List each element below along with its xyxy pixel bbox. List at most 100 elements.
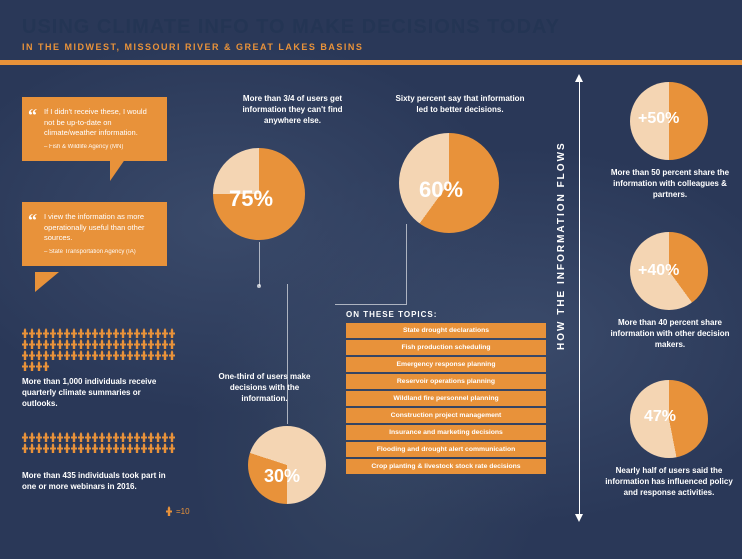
person-icon bbox=[127, 328, 133, 338]
person-icon bbox=[78, 443, 84, 453]
person-icon bbox=[71, 328, 77, 338]
icon-legend: =10 bbox=[166, 506, 190, 516]
person-icon bbox=[92, 328, 98, 338]
person-icon bbox=[29, 328, 35, 338]
quote-mark-icon: “ bbox=[28, 208, 37, 233]
person-icon bbox=[113, 339, 119, 349]
person-icon bbox=[169, 339, 175, 349]
person-icon bbox=[141, 432, 147, 442]
leader-line bbox=[406, 224, 407, 304]
speech-tail-icon bbox=[110, 155, 128, 181]
person-icon bbox=[106, 443, 112, 453]
person-icon bbox=[169, 328, 175, 338]
person-icon bbox=[169, 443, 175, 453]
person-icon bbox=[57, 432, 63, 442]
person-icon bbox=[127, 443, 133, 453]
person-icon bbox=[71, 432, 77, 442]
person-icon bbox=[85, 432, 91, 442]
person-icon bbox=[78, 328, 84, 338]
person-icon bbox=[169, 432, 175, 442]
person-icon bbox=[22, 432, 28, 442]
quote-text: If I didn't receive these, I would not b… bbox=[44, 107, 155, 139]
leader-dot-icon bbox=[257, 284, 261, 288]
stat-text-2: More than 435 individuals took part in o… bbox=[22, 470, 177, 492]
person-icon bbox=[120, 350, 126, 360]
person-icon bbox=[120, 339, 126, 349]
person-icon bbox=[120, 432, 126, 442]
person-icon bbox=[120, 443, 126, 453]
topic-item: State drought declarations bbox=[346, 323, 546, 338]
person-icon bbox=[57, 443, 63, 453]
person-icon bbox=[106, 328, 112, 338]
person-icon bbox=[71, 350, 77, 360]
topic-item: Wildland fire personnel planning bbox=[346, 391, 546, 406]
person-icon bbox=[106, 350, 112, 360]
topic-item: Flooding and drought alert communication bbox=[346, 442, 546, 457]
person-icon bbox=[106, 432, 112, 442]
person-icon bbox=[127, 350, 133, 360]
pie-75-label: 75% bbox=[229, 186, 273, 212]
person-icon bbox=[64, 443, 70, 453]
person-icon bbox=[57, 339, 63, 349]
person-icon bbox=[162, 328, 168, 338]
person-icon bbox=[155, 432, 161, 442]
person-icon bbox=[148, 432, 154, 442]
person-icon bbox=[57, 328, 63, 338]
person-icon bbox=[78, 350, 84, 360]
person-icon bbox=[36, 361, 42, 371]
person-icon bbox=[134, 443, 140, 453]
person-icon bbox=[134, 339, 140, 349]
person-icon bbox=[36, 350, 42, 360]
person-icon bbox=[155, 339, 161, 349]
topic-item: Fish production scheduling bbox=[346, 340, 546, 355]
person-icon bbox=[85, 350, 91, 360]
pie-40-caption: More than 40 percent share information w… bbox=[605, 318, 735, 350]
person-icon bbox=[78, 432, 84, 442]
quote-2: “ I view the information as more operati… bbox=[22, 202, 167, 266]
person-icon bbox=[99, 328, 105, 338]
pie-30: 30% bbox=[248, 426, 326, 504]
pie-75-caption: More than 3/4 of users get information t… bbox=[235, 94, 350, 126]
topics-panel: ON THESE TOPICS: State drought declarati… bbox=[346, 310, 546, 476]
quote-mark-icon: “ bbox=[28, 103, 37, 128]
person-icon bbox=[141, 328, 147, 338]
speech-tail-icon bbox=[35, 272, 59, 292]
person-icon bbox=[148, 339, 154, 349]
person-icon bbox=[43, 328, 49, 338]
person-icon bbox=[99, 339, 105, 349]
topic-item: Insurance and marketing decisions bbox=[346, 425, 546, 440]
person-icon bbox=[162, 339, 168, 349]
person-icon bbox=[85, 328, 91, 338]
pie-40: +40% bbox=[630, 232, 708, 310]
person-icon bbox=[43, 350, 49, 360]
person-icon bbox=[22, 328, 28, 338]
person-icon bbox=[99, 432, 105, 442]
person-icon bbox=[127, 432, 133, 442]
person-icon bbox=[99, 350, 105, 360]
person-icon bbox=[50, 328, 56, 338]
topic-item: Reservoir operations planning bbox=[346, 374, 546, 389]
leader-line bbox=[287, 284, 288, 424]
arrow-up-icon bbox=[575, 74, 583, 82]
person-icon bbox=[92, 350, 98, 360]
flow-line bbox=[579, 78, 580, 518]
pie-50: +50% bbox=[630, 82, 708, 160]
person-icon bbox=[29, 350, 35, 360]
person-icon bbox=[169, 350, 175, 360]
pie-30-label: 30% bbox=[264, 466, 300, 487]
person-icon bbox=[141, 350, 147, 360]
person-icon bbox=[64, 328, 70, 338]
person-icon bbox=[36, 443, 42, 453]
page-title: USING CLIMATE INFO TO MAKE DECISIONS TOD… bbox=[22, 16, 742, 39]
topic-item: Construction project management bbox=[346, 408, 546, 423]
person-icon bbox=[50, 443, 56, 453]
pie-50-caption: More than 50 percent share the informati… bbox=[605, 168, 735, 200]
pie-75: 75% bbox=[213, 148, 305, 240]
person-icon bbox=[36, 328, 42, 338]
person-icon bbox=[64, 350, 70, 360]
person-icon bbox=[148, 350, 154, 360]
pie-60-label: 60% bbox=[419, 177, 463, 203]
person-icon bbox=[36, 432, 42, 442]
person-icon bbox=[71, 339, 77, 349]
person-icon bbox=[113, 350, 119, 360]
